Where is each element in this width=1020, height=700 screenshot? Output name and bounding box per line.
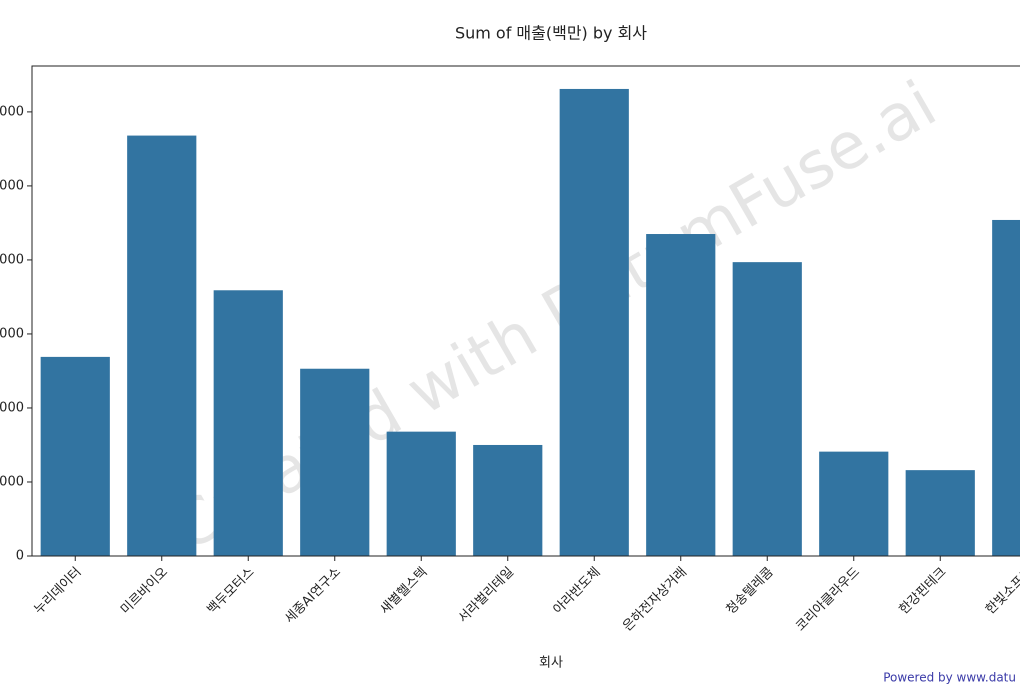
x-tick-label: 은하전자상거래 — [620, 565, 690, 635]
plot-frame — [31, 65, 1020, 557]
y-tick-label: 0 — [16, 549, 24, 564]
bar — [40, 356, 110, 556]
bar — [473, 444, 543, 556]
x-tick-label: 한강핀테크 — [897, 565, 950, 618]
x-tick-label: 백두모터스 — [205, 565, 258, 618]
bar — [992, 219, 1020, 556]
x-axis-label: 회사 — [539, 656, 563, 671]
x-tick-label: 코리아클라우드 — [793, 565, 863, 635]
x-tick-label: 서라벌리테일 — [456, 565, 517, 626]
x-tick-label: 누리데이터 — [32, 565, 85, 618]
x-tick-label: 새별헬스텍 — [378, 565, 431, 618]
x-tick-label: 아라반도체 — [551, 565, 604, 618]
bar — [386, 431, 456, 556]
x-tick-label: 한빛소프트 — [983, 565, 1020, 618]
bar — [127, 135, 197, 557]
x-tick-label: 세종AI연구소 — [282, 565, 344, 627]
bar — [559, 88, 629, 556]
x-tick-label: 청송텔레콤 — [724, 565, 777, 618]
bar — [732, 262, 802, 556]
y-tick-label: 3000 — [0, 326, 24, 341]
y-tick-label: 1000 — [0, 474, 24, 489]
footer: Powered by www.datu — [883, 671, 1016, 685]
y-tick-label: 2000 — [0, 400, 24, 415]
y-tick-label: 6000 — [0, 104, 24, 119]
bar — [646, 234, 716, 556]
y-tick-label: 5000 — [0, 178, 24, 193]
x-tick-label: 미르바이오 — [118, 565, 171, 618]
bar — [213, 290, 283, 556]
bar — [819, 451, 889, 556]
chart-title: Sum of 매출(백만) by 회사 — [455, 24, 647, 43]
bar — [300, 368, 370, 556]
y-tick-label: 4000 — [0, 252, 24, 267]
bar — [905, 470, 975, 556]
